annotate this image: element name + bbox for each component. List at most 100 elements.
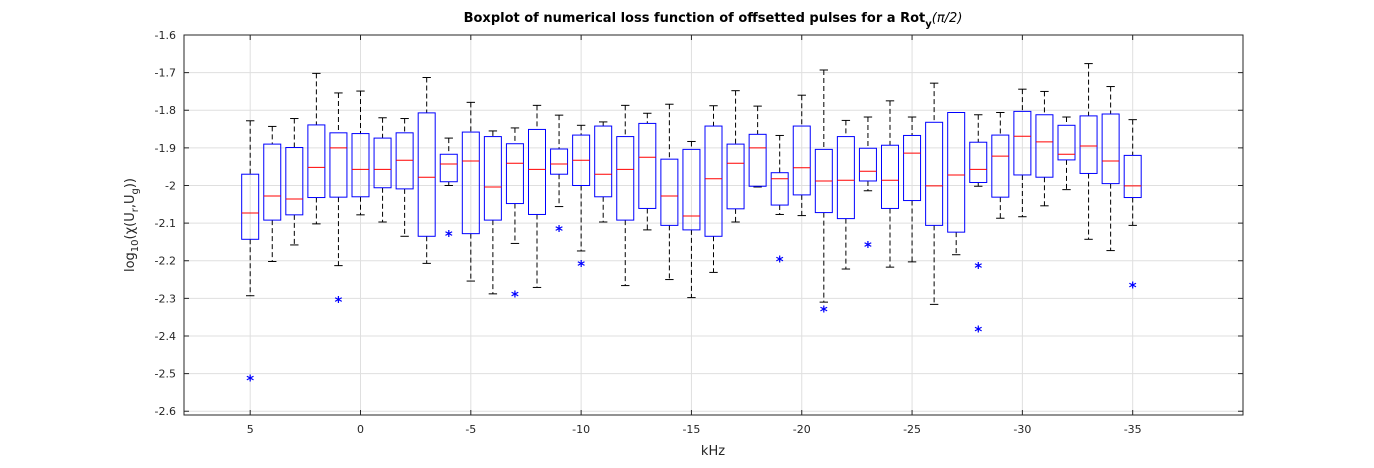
box xyxy=(307,124,326,199)
box-group-9: * xyxy=(439,137,458,245)
box xyxy=(991,134,1010,198)
box xyxy=(726,143,745,210)
x-tick-label: 5 xyxy=(247,423,254,436)
box xyxy=(263,143,282,221)
box-group-29 xyxy=(881,100,899,268)
box xyxy=(1123,154,1142,199)
grid-lines xyxy=(184,34,1243,415)
box xyxy=(594,125,613,198)
box-group-35 xyxy=(1013,88,1032,218)
box-group-5 xyxy=(351,90,370,216)
chart-title: Boxplot of numerical loss function of of… xyxy=(464,11,963,30)
box-group-3 xyxy=(307,72,326,225)
box xyxy=(947,112,966,233)
outlier-marker: * xyxy=(820,302,828,320)
outlier-marker: * xyxy=(246,371,254,389)
box xyxy=(792,125,811,196)
box-group-21 xyxy=(704,105,723,273)
y-tick-label: -2.6 xyxy=(155,405,176,418)
box-group-32 xyxy=(947,112,966,256)
box-group-2 xyxy=(285,118,304,246)
outlier-marker: * xyxy=(555,222,563,240)
box-group-39 xyxy=(1101,86,1120,252)
box-group-10 xyxy=(461,101,480,282)
box-group-33: ** xyxy=(969,114,988,341)
box-group-36 xyxy=(1035,90,1054,207)
box xyxy=(1035,114,1054,178)
box xyxy=(616,136,635,221)
x-tick-label: -35 xyxy=(1124,423,1142,436)
box-group-38 xyxy=(1079,63,1098,240)
box-group-34 xyxy=(991,112,1010,219)
box xyxy=(682,148,701,231)
box xyxy=(373,137,392,189)
box xyxy=(1079,115,1098,174)
box-group-12: * xyxy=(505,127,524,305)
box-group-6 xyxy=(373,117,392,223)
box xyxy=(748,133,767,187)
x-tick-label: -20 xyxy=(793,423,811,436)
outlier-marker: * xyxy=(974,259,982,277)
x-tick-label: 0 xyxy=(357,423,364,436)
box xyxy=(483,136,502,221)
plot-frame xyxy=(183,34,1244,416)
box-group-31 xyxy=(925,82,944,305)
x-axis-label: kHz xyxy=(701,444,725,459)
box-group-27 xyxy=(836,119,855,270)
box xyxy=(836,136,855,220)
box-group-7 xyxy=(395,118,414,237)
box xyxy=(1101,113,1120,185)
box-group-22 xyxy=(726,90,745,223)
box xyxy=(704,125,723,237)
box xyxy=(285,146,304,216)
box-group-20 xyxy=(682,140,701,299)
box-group-40: * xyxy=(1123,119,1142,297)
box-group-16 xyxy=(594,121,613,223)
box xyxy=(1057,124,1076,161)
x-tick-label: -30 xyxy=(1013,423,1031,436)
box xyxy=(241,173,260,240)
box xyxy=(461,131,480,235)
y-tick-label: -2 xyxy=(165,179,176,192)
outlier-marker: * xyxy=(511,287,519,305)
y-tick-label: -2.4 xyxy=(155,330,176,343)
box xyxy=(329,132,348,198)
y-tick-label: -2.2 xyxy=(155,255,176,268)
x-tick-label: -25 xyxy=(903,423,921,436)
box-group-37 xyxy=(1057,116,1076,191)
y-tick-label: -2.3 xyxy=(155,292,176,305)
box xyxy=(395,132,414,190)
box xyxy=(858,147,877,182)
box xyxy=(903,134,922,202)
outlier-marker: * xyxy=(864,238,872,256)
y-tick-label: -1.6 xyxy=(155,29,176,42)
y-tick-label: -1.7 xyxy=(155,67,176,80)
box xyxy=(925,121,944,226)
box xyxy=(439,153,458,183)
box xyxy=(770,172,789,206)
outlier-marker: * xyxy=(445,227,453,245)
y-tick-label: -1.8 xyxy=(155,104,176,117)
box-group-8 xyxy=(417,77,436,264)
y-tick-label: -2.5 xyxy=(155,368,176,381)
box xyxy=(638,122,657,209)
box-group-17 xyxy=(616,104,635,287)
box xyxy=(969,141,988,183)
outlier-marker: * xyxy=(1129,279,1137,297)
y-axis-label: log10(χ(Ur,Ug)) xyxy=(123,178,141,272)
boxes-layer: ****** ****** xyxy=(241,63,1142,389)
outlier-marker: * xyxy=(577,257,585,275)
box xyxy=(417,112,436,237)
box xyxy=(528,128,546,215)
outlier-marker: * xyxy=(335,293,343,311)
box xyxy=(550,148,569,175)
axis-ticks: 5 0 -5 -10 -15 -20 -25 -30 -35 -1.6 -1.7 -1.8 -1.9 -2… xyxy=(155,29,1243,436)
y-tick-label: -2.1 xyxy=(155,217,176,230)
box-group-26: * xyxy=(814,69,833,320)
box xyxy=(1013,110,1032,176)
box xyxy=(505,143,524,205)
box-group-24: * xyxy=(770,134,789,271)
box-group-13 xyxy=(528,104,546,288)
box-group-28: * xyxy=(858,116,877,256)
